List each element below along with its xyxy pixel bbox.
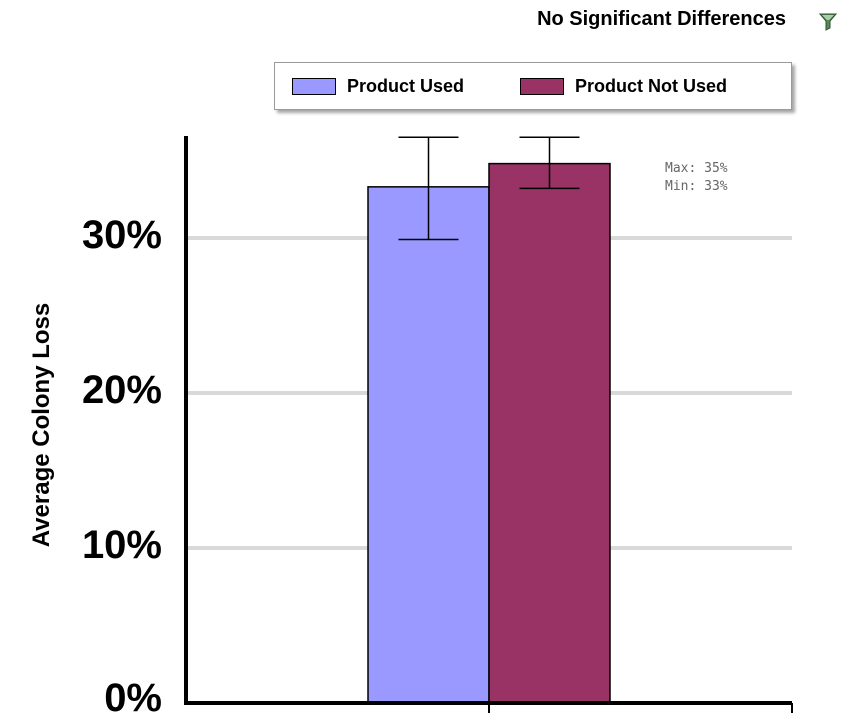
- bar-product-not-used: [488, 162, 611, 704]
- min-value-text: Min: 33%: [665, 179, 728, 194]
- legend-label-product-not-used: Product Not Used: [575, 75, 728, 96]
- y-tick-label-20: 20%: [81, 368, 162, 412]
- y-tick-label-30: 30%: [81, 213, 162, 257]
- legend-swatch-product-not-used: [520, 77, 564, 95]
- axes: [184, 136, 793, 713]
- filter-funnel-icon[interactable]: [818, 12, 838, 32]
- legend-label-product-used: Product Used: [347, 75, 465, 96]
- y-tick-label-10: 10%: [81, 523, 162, 567]
- y-tick-label-0: 0%: [104, 676, 162, 720]
- max-value-text: Max: 35%: [665, 161, 728, 176]
- legend-item-product-used: Product Used: [292, 63, 464, 109]
- bar-product-used: [367, 186, 490, 704]
- bars: [367, 136, 611, 704]
- chart-legend: Product Used Product Not Used: [274, 62, 792, 110]
- max-min-readout: Max: 35% Min: 33%: [665, 160, 728, 196]
- significance-status-text: No Significant Differences: [537, 8, 786, 30]
- legend-swatch-product-used: [292, 77, 336, 95]
- legend-item-product-not-used: Product Not Used: [520, 63, 727, 109]
